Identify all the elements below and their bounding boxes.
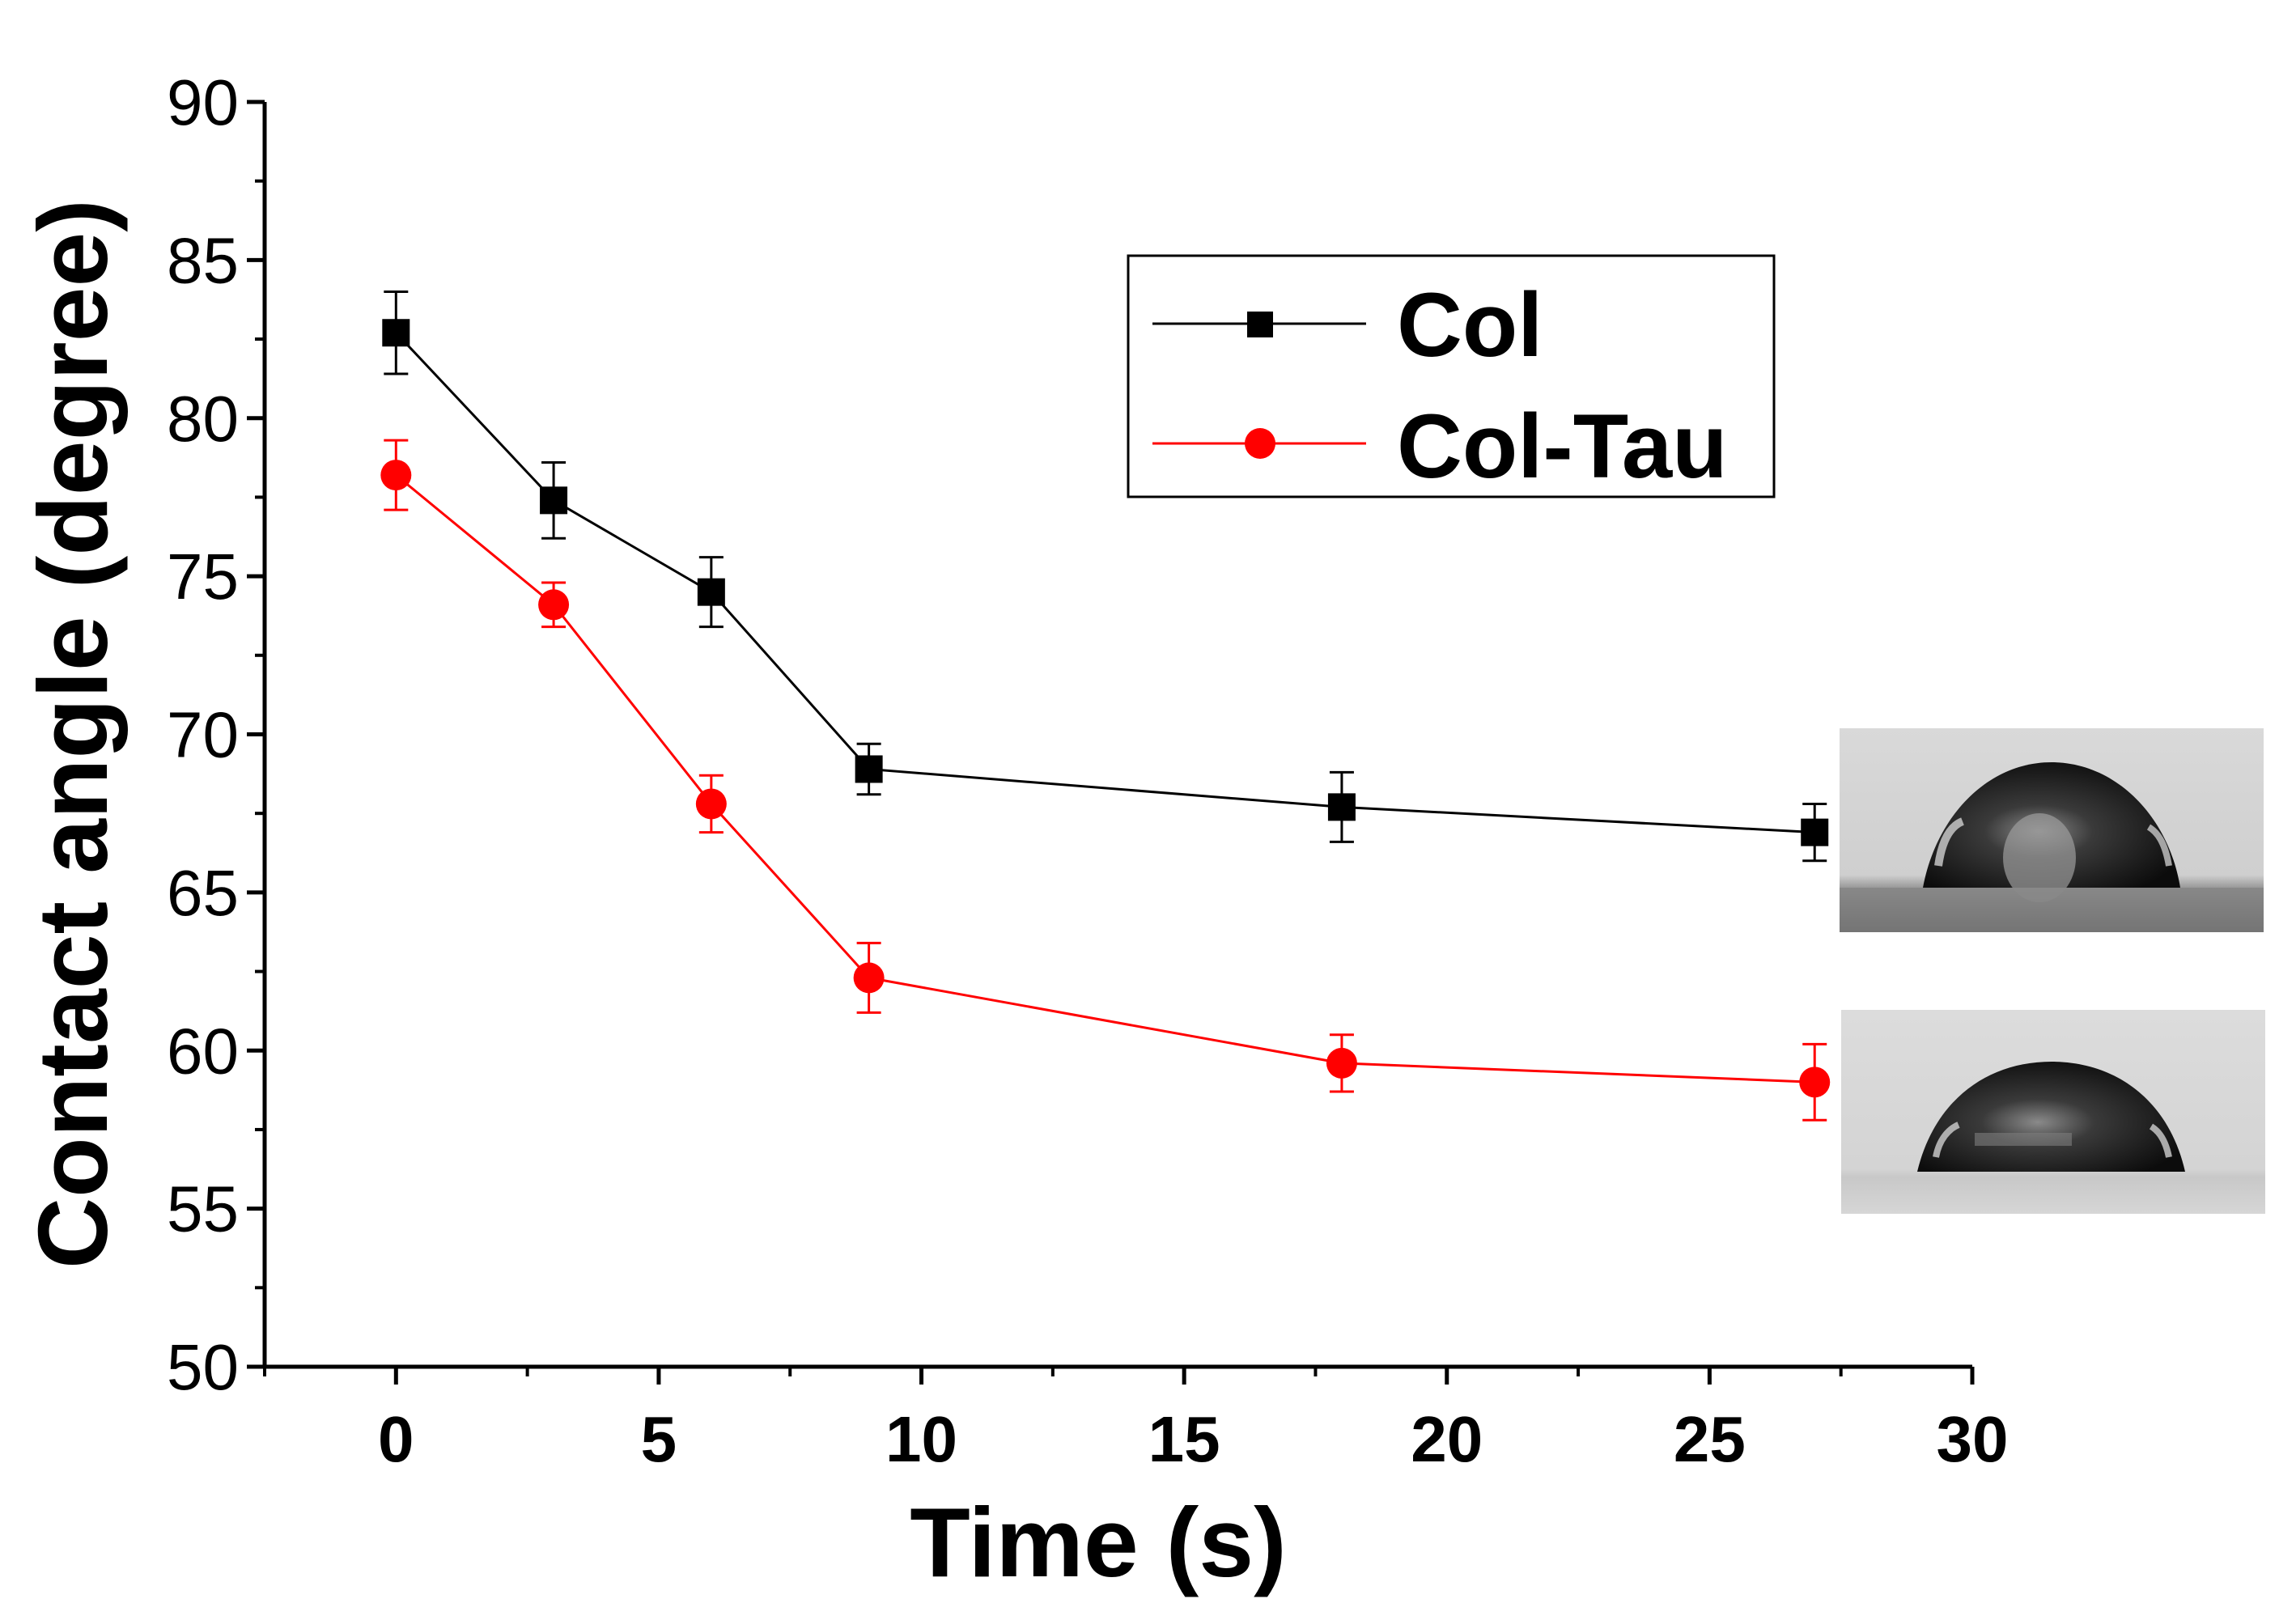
- data-point: [1326, 1047, 1357, 1079]
- x-tick-label: 5: [641, 1403, 677, 1475]
- series-line: [395, 473, 1815, 1084]
- legend: Col Col-Tau: [1127, 254, 1776, 498]
- x-tick-label: 20: [1411, 1403, 1483, 1475]
- y-tick-label: 85: [167, 224, 239, 296]
- legend-label-col: Col: [1397, 274, 1543, 375]
- data-point: [1799, 1067, 1831, 1098]
- series-col: [382, 290, 1829, 863]
- x-tick-label: 25: [1674, 1403, 1746, 1475]
- data-point: [380, 460, 412, 491]
- data-point: [540, 486, 568, 515]
- data-point: [695, 788, 727, 820]
- x-tick-label: 15: [1148, 1403, 1220, 1475]
- y-tick-label: 80: [167, 383, 239, 455]
- x-tick-label: 10: [885, 1403, 957, 1475]
- data-point: [1327, 793, 1356, 821]
- series-layer: [380, 290, 1831, 1122]
- legend-marker-col: [1247, 312, 1273, 337]
- data-point: [853, 962, 885, 994]
- y-tick-label: 60: [167, 1015, 239, 1087]
- y-tick-label: 65: [167, 857, 239, 929]
- legend-label-col-tau: Col-Tau: [1397, 396, 1728, 497]
- y-axis-ticks: 50 55 60 65 70 75 80 85 90: [167, 66, 265, 1403]
- y-tick-label: 70: [167, 699, 239, 771]
- series-line: [395, 332, 1815, 834]
- y-tick-label: 55: [167, 1173, 239, 1245]
- x-axis-ticks: 0 5 10 15 20 25 30: [263, 1367, 2009, 1475]
- x-tick-label: 30: [1937, 1403, 2009, 1475]
- droplet-image-col-tau: [1841, 1010, 2265, 1214]
- droplet-image-col: [1840, 728, 2264, 932]
- y-tick-label: 50: [167, 1331, 239, 1403]
- data-point: [382, 319, 410, 347]
- data-point: [697, 578, 725, 606]
- data-point: [538, 589, 570, 621]
- y-tick-label: 90: [167, 66, 239, 138]
- legend-marker-col-tau: [1245, 428, 1275, 459]
- data-point: [855, 755, 883, 783]
- x-tick-label: 0: [378, 1403, 414, 1475]
- legend-box: [1127, 254, 1776, 498]
- axes: 50 55 60 65 70 75 80 85 90 0 5 10 15 20 25 30: [167, 66, 2008, 1475]
- x-axis-title: Time (s): [910, 1487, 1287, 1597]
- data-point: [1801, 818, 1829, 846]
- series-col-tau: [380, 439, 1831, 1122]
- y-axis-title: Contact angle (degree): [18, 199, 128, 1269]
- y-tick-label: 75: [167, 541, 239, 613]
